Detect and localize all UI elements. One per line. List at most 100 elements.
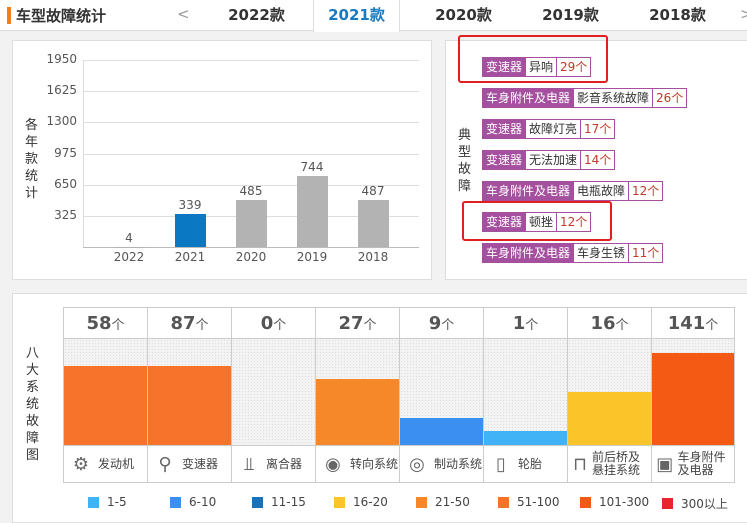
system-label: ▣车身附件及电器 [652,445,734,483]
system-column[interactable]: 27个◉转向系统 [315,307,399,483]
system-column[interactable]: 1个 ▯轮胎 [483,307,567,483]
systems-label: 八大系统故障图 [26,345,40,464]
system-column[interactable]: 16个 ⊓前后桥及悬挂系统 [567,307,651,483]
system-bar-area [568,339,651,445]
count-unit: 个 [112,318,125,333]
system-count: 141个 [652,307,734,339]
system-bar [484,431,567,445]
system-column[interactable]: 141个 ▣车身附件及电器 [651,307,735,483]
system-label: ⚙发动机 [64,445,147,483]
fault-tag-system: 车身附件及电器 [482,243,574,263]
count-value: 141 [668,313,706,334]
count-value: 58 [86,313,111,334]
typical-faults-label: 典型故障 [458,127,472,195]
system-count: 1个 [484,307,567,339]
bar[interactable] [175,214,206,247]
fault-tag-system: 变速器 [482,150,526,170]
data-label: 744 [287,160,337,174]
clutch-icon: ⫫ [236,451,262,477]
prev-arrow-icon[interactable]: < [177,5,190,23]
fault-tag-system: 车身附件及电器 [482,88,574,108]
grid-line [83,122,419,123]
system-count: 9个 [400,307,483,339]
system-column[interactable]: 9个 ◎ 制动系统 [399,307,483,483]
engine-icon: ⚙ [68,451,94,477]
grid-line [83,154,419,155]
system-column[interactable]: 0个⫫离合器 [231,307,315,483]
count-unit: 个 [364,318,377,333]
system-name: 制动系统 [434,458,482,471]
system-bar [148,366,231,445]
count-value: 0 [261,313,274,334]
fault-tag-fault: 电瓶故障 [574,181,629,201]
system-label: ▯轮胎 [484,445,567,483]
count-value: 1 [513,313,526,334]
x-tick-label: 2019 [287,250,337,264]
x-tick-label: 2018 [348,250,398,264]
bar[interactable] [297,176,328,247]
tab-2020[interactable]: 2020款 [420,0,507,31]
brake-disc-icon: ◎ [404,451,430,477]
y-tick-label: 1625 [37,83,77,97]
data-label: 487 [348,184,398,198]
fault-tag-fault: 影音系统故障 [574,88,653,108]
data-label: 4 [104,231,154,245]
legend-swatch [170,497,181,508]
system-column[interactable]: 87个⚲变速器 [147,307,231,483]
tab-2018[interactable]: 2018款 [634,0,721,31]
y-tick-label: 650 [37,177,77,191]
next-arrow-icon[interactable]: > [740,5,747,23]
legend-label: 6-10 [189,495,216,509]
system-bar-area [316,339,399,445]
legend-item: 1-5 [88,495,127,509]
legend-label: 51-100 [517,495,560,509]
system-name: 离合器 [266,458,302,471]
data-label: 485 [226,184,276,198]
header: 车型故障统计 < 2022款 2021款 2020款 2019款 2018款 > [0,0,747,31]
system-bar-area [64,339,147,445]
count-value: 9 [429,313,442,334]
x-tick-label: 2022 [104,250,154,264]
system-count: 16个 [568,307,651,339]
tab-2021[interactable]: 2021款 [313,0,400,32]
bar[interactable] [358,200,389,247]
system-column[interactable]: 58个 ⚙发动机 [63,307,147,483]
legend-swatch [580,497,591,508]
fault-tag-system: 变速器 [482,119,526,139]
system-label: ⊓前后桥及悬挂系统 [568,445,651,483]
battery-icon: ▣ [656,451,673,477]
fault-tag-count: 26个 [653,88,687,108]
system-bar-area [400,339,483,445]
bar[interactable] [236,200,267,247]
system-bar-area [652,339,734,445]
fault-tag-system: 车身附件及电器 [482,181,574,201]
system-count: 87个 [148,307,231,339]
legend-item: 101-300 [580,495,649,509]
y-tick-label: 1950 [37,52,77,66]
steering-wheel-icon: ◉ [320,451,346,477]
legend-item: 16-20 [334,495,388,509]
x-axis [83,247,419,248]
system-bar [568,392,651,445]
tab-2022[interactable]: 2022款 [213,0,300,31]
y-tick-label: 975 [37,146,77,160]
tab-2019[interactable]: 2019款 [527,0,614,31]
legend-label: 21-50 [435,495,470,509]
count-unit: 个 [441,318,454,333]
legend-label: 300以上 [681,495,728,512]
fault-tag-fault: 车身生锈 [574,243,629,263]
gear-shift-icon: ⚲ [152,451,178,477]
system-label: ◉转向系统 [316,445,399,483]
system-bar [316,379,399,445]
system-bar-area [148,339,231,445]
y-tick-label: 1300 [37,114,77,128]
system-bar [64,366,147,445]
fault-tag-count: 12个 [629,181,663,201]
legend-item: 51-100 [498,495,560,509]
legend-item: 21-50 [416,495,470,509]
